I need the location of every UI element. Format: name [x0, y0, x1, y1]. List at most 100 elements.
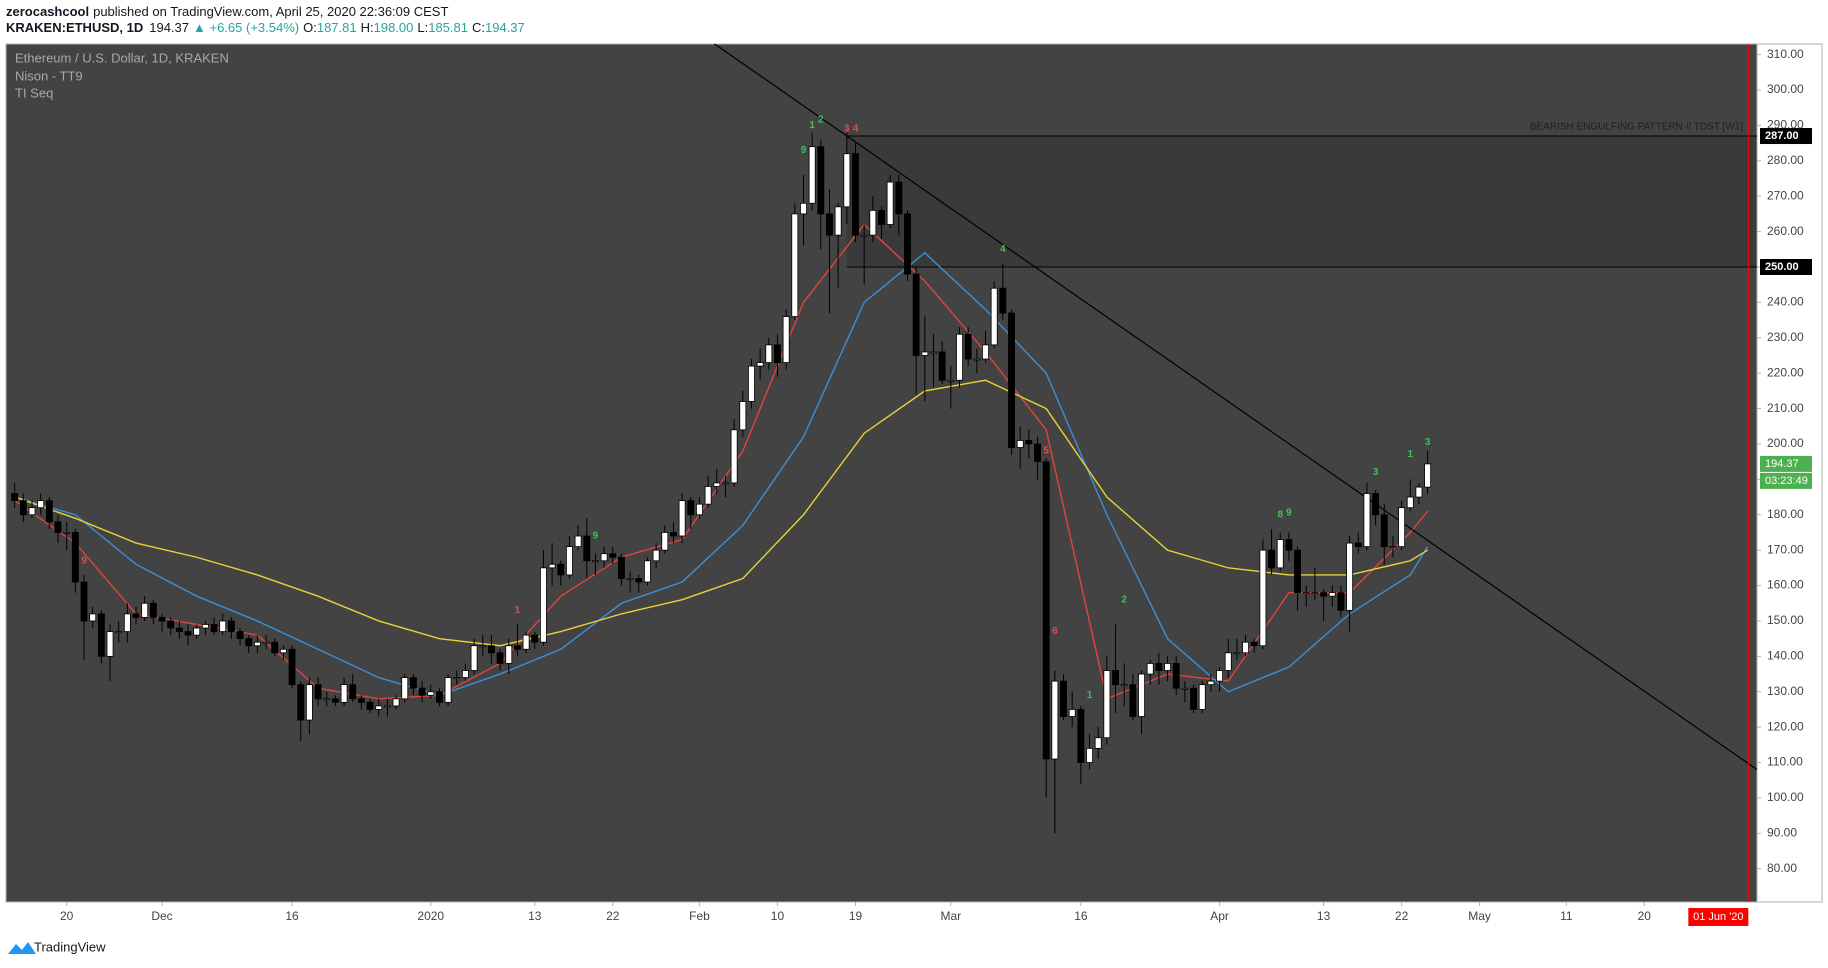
candle-body — [869, 209, 877, 236]
x-tick-label: 20 — [60, 909, 74, 923]
candle-body — [609, 553, 617, 558]
candle-body — [886, 181, 894, 225]
candle-body — [1068, 709, 1076, 717]
candle-body — [1285, 539, 1293, 551]
y-tick-label: 150.00 — [1767, 613, 1804, 627]
candle-body — [982, 344, 989, 360]
td-count: 1 — [515, 605, 521, 616]
candle-body — [453, 677, 461, 679]
candle-body — [366, 701, 374, 710]
x-tick-label: 19 — [849, 909, 863, 923]
level-tag — [1760, 258, 1812, 275]
candle-body — [71, 532, 79, 583]
candle-body — [1155, 663, 1163, 671]
symbol: KRAKEN:ETHUSD, 1D — [6, 20, 143, 35]
x-tick-label: Dec — [151, 909, 172, 923]
candle-body — [1242, 641, 1250, 654]
candle-body — [1077, 709, 1085, 763]
y-tick-label: 220.00 — [1767, 365, 1804, 379]
candle-body — [427, 691, 435, 696]
candle-body — [305, 684, 313, 721]
candle-body — [1406, 496, 1414, 509]
candle-body — [487, 645, 495, 654]
y-tick-label: 270.00 — [1767, 188, 1804, 202]
last-price-label: 194.37 — [1765, 458, 1799, 470]
legend-title: Ethereum / U.S. Dollar, 1D, KRAKEN — [15, 50, 229, 65]
candle-body — [1120, 684, 1128, 687]
level-tag-label: 287.00 — [1765, 130, 1799, 142]
x-tick-label: 13 — [1317, 909, 1331, 923]
header-line: KRAKEN:ETHUSD, 1D 194.37 ▲ +6.65 (+3.54%) O… — [6, 20, 525, 35]
candle-body — [375, 705, 383, 710]
plot-background — [6, 44, 1757, 902]
candle-body — [1138, 673, 1145, 717]
candle-body — [1424, 463, 1432, 488]
ohlc-key: H: — [361, 20, 374, 35]
candle-body — [401, 677, 409, 700]
candle-body — [730, 429, 738, 484]
candle-body — [1207, 680, 1215, 686]
candle-body — [470, 645, 478, 671]
candle-body — [167, 620, 175, 629]
candle-body — [253, 641, 261, 647]
y-tick-label: 100.00 — [1767, 790, 1804, 804]
level-note: BEARISH ENGULFING PATTERN // TDST [W1] — [1530, 122, 1743, 133]
trendline — [713, 44, 1757, 771]
candle-body — [496, 652, 504, 664]
td-count: 1 — [1087, 690, 1093, 701]
candle-body — [999, 287, 1007, 314]
x-tick-label: 2020 — [417, 909, 444, 923]
candle-body — [1268, 549, 1276, 569]
candle-body — [895, 181, 903, 215]
candle-body — [1051, 680, 1059, 760]
td-count: 5 — [1043, 446, 1049, 457]
candle-body — [54, 521, 62, 533]
ohlc-value: 187.81 — [317, 20, 357, 35]
candle-body — [1112, 670, 1119, 686]
candle-body — [1172, 663, 1180, 689]
td-count: 6 — [1052, 626, 1058, 637]
candle-body — [1094, 737, 1102, 749]
level-tag — [1760, 128, 1812, 145]
candle-body — [990, 287, 998, 346]
candle-body — [444, 677, 452, 703]
candle-body — [297, 684, 305, 721]
candle-body — [262, 641, 270, 644]
candle-body — [1389, 546, 1397, 549]
ohlc-key: C: — [472, 20, 485, 35]
candle-body — [1380, 514, 1388, 548]
x-tick-label: 13 — [528, 909, 542, 923]
x-tick-label: 16 — [1074, 909, 1088, 923]
candle-body — [652, 549, 660, 562]
candle-body — [1146, 663, 1154, 675]
candle-body — [1216, 670, 1223, 682]
candle-body — [314, 684, 322, 700]
candle-body — [1198, 684, 1206, 710]
candle-body — [964, 333, 972, 360]
candle-body — [383, 705, 391, 708]
candle-body — [938, 351, 946, 381]
candle-body — [323, 698, 331, 701]
published: published on TradingView.com, April 25, … — [93, 4, 448, 19]
candle-body — [123, 613, 131, 632]
candle-body — [245, 638, 253, 647]
y-tick-label: 140.00 — [1767, 649, 1804, 663]
candle-body — [1372, 493, 1380, 516]
last-price-tag — [1760, 455, 1812, 472]
candle-body — [1233, 652, 1241, 655]
y-tick-label: 130.00 — [1767, 684, 1804, 698]
candle-body — [1346, 542, 1354, 611]
candle-body — [713, 482, 721, 487]
candle-body — [1008, 312, 1015, 448]
candle-body — [1034, 443, 1041, 463]
candle-body — [956, 333, 963, 381]
ohlc-key: L: — [417, 20, 428, 35]
candle-body — [678, 500, 686, 537]
y-tick-label: 230.00 — [1767, 330, 1804, 344]
y-tick-label: 90.00 — [1767, 826, 1797, 840]
candle-body — [63, 532, 71, 534]
candle-body — [574, 535, 582, 548]
candle-body — [115, 631, 123, 633]
ohlc-key: O: — [303, 20, 317, 35]
